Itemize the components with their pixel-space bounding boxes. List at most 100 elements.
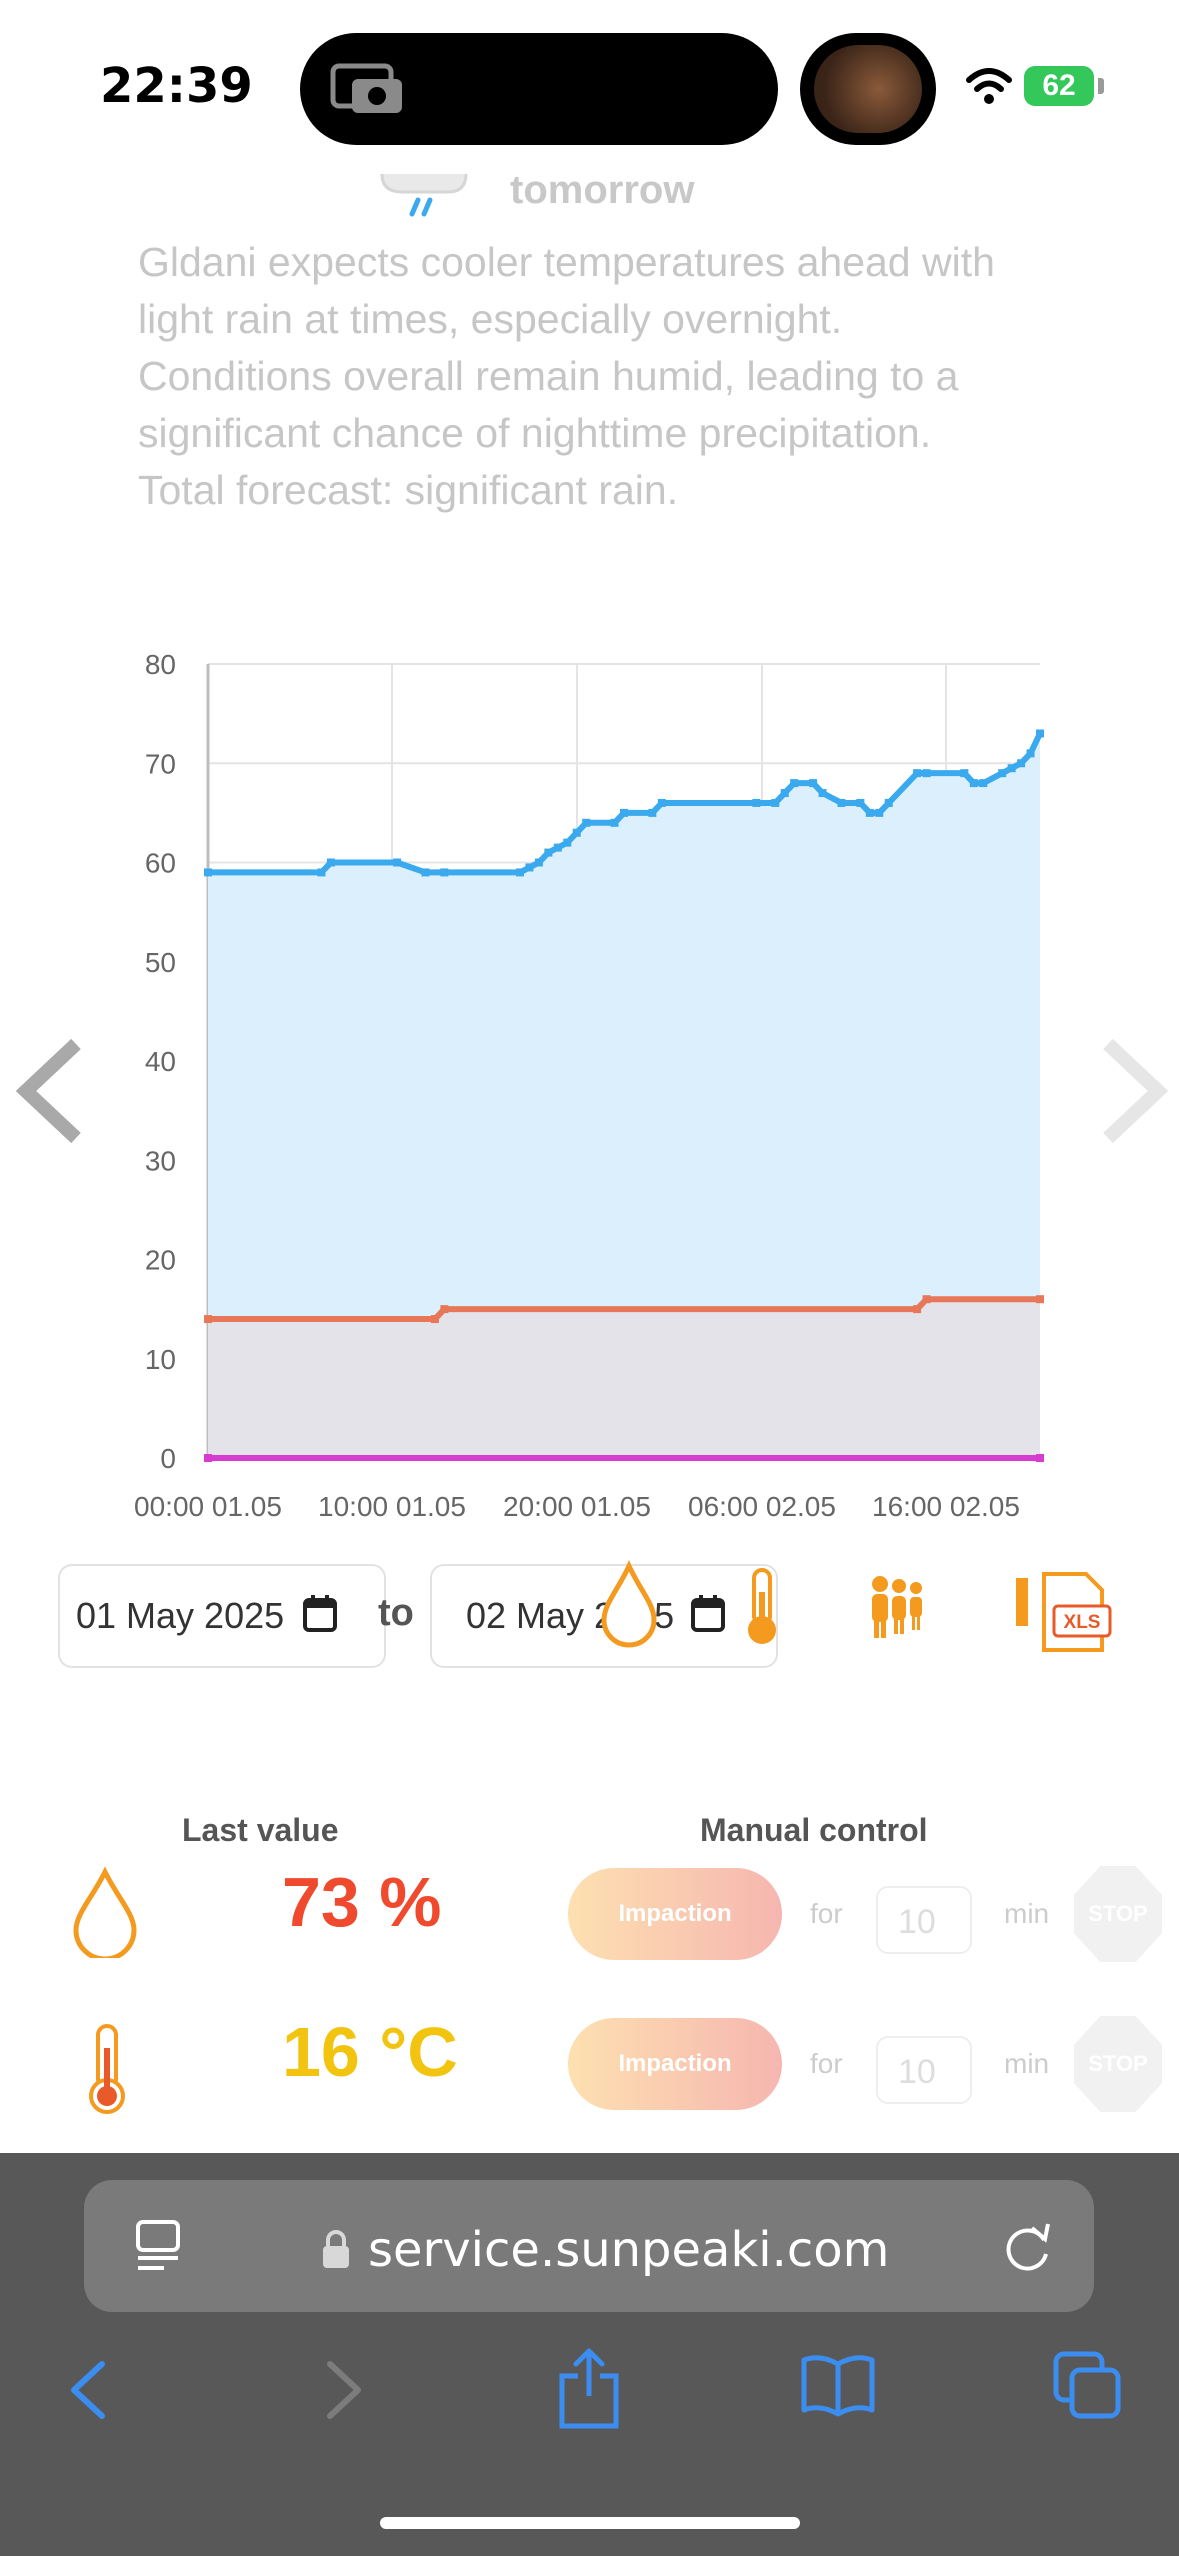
dynamic-island bbox=[300, 33, 778, 145]
data-point bbox=[610, 818, 619, 827]
data-point bbox=[1036, 1295, 1044, 1304]
data-point bbox=[204, 1315, 212, 1324]
y-tick-label: 20 bbox=[145, 1245, 176, 1276]
y-tick-label: 10 bbox=[145, 1344, 176, 1375]
back-icon[interactable] bbox=[66, 2358, 110, 2422]
data-point bbox=[884, 798, 893, 807]
rain-cloud-icon bbox=[380, 173, 468, 217]
date-from-value: 01 May 2025 bbox=[76, 1595, 285, 1636]
next-period-arrow[interactable] bbox=[1098, 1036, 1168, 1146]
data-point bbox=[563, 838, 572, 847]
x-tick-label: 16:00 02.05 bbox=[872, 1491, 1020, 1522]
battery-indicator: 62 bbox=[1024, 66, 1094, 106]
humidity-temperature-chart: 0 10 20 30 40 50 60 70 80 00:00 01.05 10:00 01.05 2… bbox=[134, 649, 1044, 1522]
data-point bbox=[809, 779, 818, 788]
calendar-icon[interactable] bbox=[690, 1594, 726, 1634]
data-point bbox=[440, 1305, 449, 1314]
data-point bbox=[780, 789, 789, 798]
y-tick-label: 80 bbox=[145, 649, 176, 680]
calendar-icon[interactable] bbox=[302, 1594, 338, 1634]
data-point bbox=[875, 808, 884, 817]
data-point bbox=[326, 858, 335, 867]
data-point bbox=[1036, 729, 1044, 738]
xls-export-icon[interactable]: XLS bbox=[1014, 1572, 1114, 1656]
svg-text:XLS: XLS bbox=[1064, 1612, 1101, 1633]
x-tick-label: 10:00 01.05 bbox=[318, 1491, 466, 1522]
x-tick-label: 20:00 01.05 bbox=[503, 1491, 651, 1522]
y-tick-label: 70 bbox=[145, 748, 176, 779]
data-point bbox=[913, 769, 922, 778]
temperature-last-value: 16 °C bbox=[282, 2013, 458, 2091]
series-area-1 bbox=[208, 1299, 1040, 1458]
droplet-icon[interactable] bbox=[598, 1560, 660, 1648]
for-label-1: for bbox=[810, 1898, 843, 1929]
data-point bbox=[960, 769, 969, 778]
data-point bbox=[393, 858, 402, 867]
data-point bbox=[516, 868, 524, 877]
thermometer-icon[interactable] bbox=[740, 1566, 784, 1648]
y-tick-label: 40 bbox=[145, 1046, 176, 1077]
data-point bbox=[922, 1295, 931, 1304]
address-bar[interactable] bbox=[84, 2180, 1094, 2312]
data-point bbox=[525, 863, 534, 872]
impaction-button-1[interactable]: Impaction bbox=[568, 1868, 782, 1960]
data-point bbox=[1036, 1454, 1044, 1462]
forward-icon[interactable] bbox=[322, 2358, 366, 2422]
data-point bbox=[317, 868, 326, 877]
y-tick-label: 50 bbox=[145, 947, 176, 978]
data-point bbox=[204, 868, 212, 877]
reader-icon[interactable] bbox=[134, 2218, 184, 2274]
data-point bbox=[582, 818, 591, 827]
min-label-2: min bbox=[1004, 2048, 1050, 2079]
for-label-2: for bbox=[810, 2048, 843, 2079]
forecast-label: tomorrow bbox=[510, 168, 695, 212]
data-point bbox=[1026, 749, 1035, 758]
duration-input-1[interactable]: 10 bbox=[876, 1886, 972, 1954]
data-point bbox=[771, 798, 780, 807]
now-playing-artwork[interactable] bbox=[800, 33, 936, 145]
x-tick-label: 00:00 01.05 bbox=[134, 1491, 282, 1522]
data-point bbox=[818, 789, 827, 798]
data-point bbox=[752, 798, 761, 807]
data-point bbox=[998, 769, 1007, 778]
data-point bbox=[648, 808, 657, 817]
humidity-droplet-icon bbox=[73, 1866, 137, 1958]
manual-control-title: Manual control bbox=[700, 1812, 928, 1848]
data-point bbox=[421, 868, 430, 877]
impaction-button-2[interactable]: Impaction bbox=[568, 2018, 782, 2110]
previous-period-arrow[interactable] bbox=[16, 1036, 86, 1146]
duration-input-2[interactable]: 10 bbox=[876, 2036, 972, 2104]
stop-button-1[interactable]: STOP bbox=[1074, 1866, 1162, 1962]
tabs-icon[interactable] bbox=[1052, 2350, 1124, 2420]
data-point bbox=[922, 769, 931, 778]
data-point bbox=[1017, 759, 1026, 768]
min-label-1: min bbox=[1004, 1898, 1050, 1929]
date-from-field[interactable]: 01 May 2025 bbox=[58, 1564, 386, 1668]
share-icon[interactable] bbox=[556, 2346, 622, 2430]
temperature-thermometer-icon bbox=[89, 2024, 125, 2114]
data-point bbox=[620, 808, 628, 817]
people-icon[interactable] bbox=[868, 1574, 928, 1640]
humidity-last-value: 73 % bbox=[282, 1863, 442, 1941]
wifi-icon bbox=[966, 68, 1012, 104]
series-line-1 bbox=[208, 1296, 1040, 1323]
data-point bbox=[969, 779, 978, 788]
home-indicator bbox=[380, 2517, 800, 2529]
chart-lines bbox=[204, 729, 1044, 1462]
bookmarks-icon[interactable] bbox=[800, 2352, 876, 2418]
reload-icon[interactable] bbox=[1000, 2220, 1056, 2276]
data-point bbox=[572, 828, 581, 837]
y-tick-label: 60 bbox=[145, 848, 176, 879]
screen-record-icon bbox=[330, 63, 402, 113]
stop-button-2[interactable]: STOP bbox=[1074, 2016, 1162, 2112]
url-text[interactable]: service.sunpeaki.com bbox=[368, 2222, 890, 2278]
data-point bbox=[553, 843, 562, 852]
x-tick-label: 06:00 02.05 bbox=[688, 1491, 836, 1522]
series-area-0 bbox=[208, 733, 1040, 1458]
data-point bbox=[790, 779, 799, 788]
data-point bbox=[913, 1305, 922, 1314]
data-point bbox=[440, 868, 449, 877]
data-point bbox=[865, 808, 874, 817]
y-tick-label: 0 bbox=[160, 1443, 176, 1474]
y-tick-label: 30 bbox=[145, 1145, 176, 1176]
